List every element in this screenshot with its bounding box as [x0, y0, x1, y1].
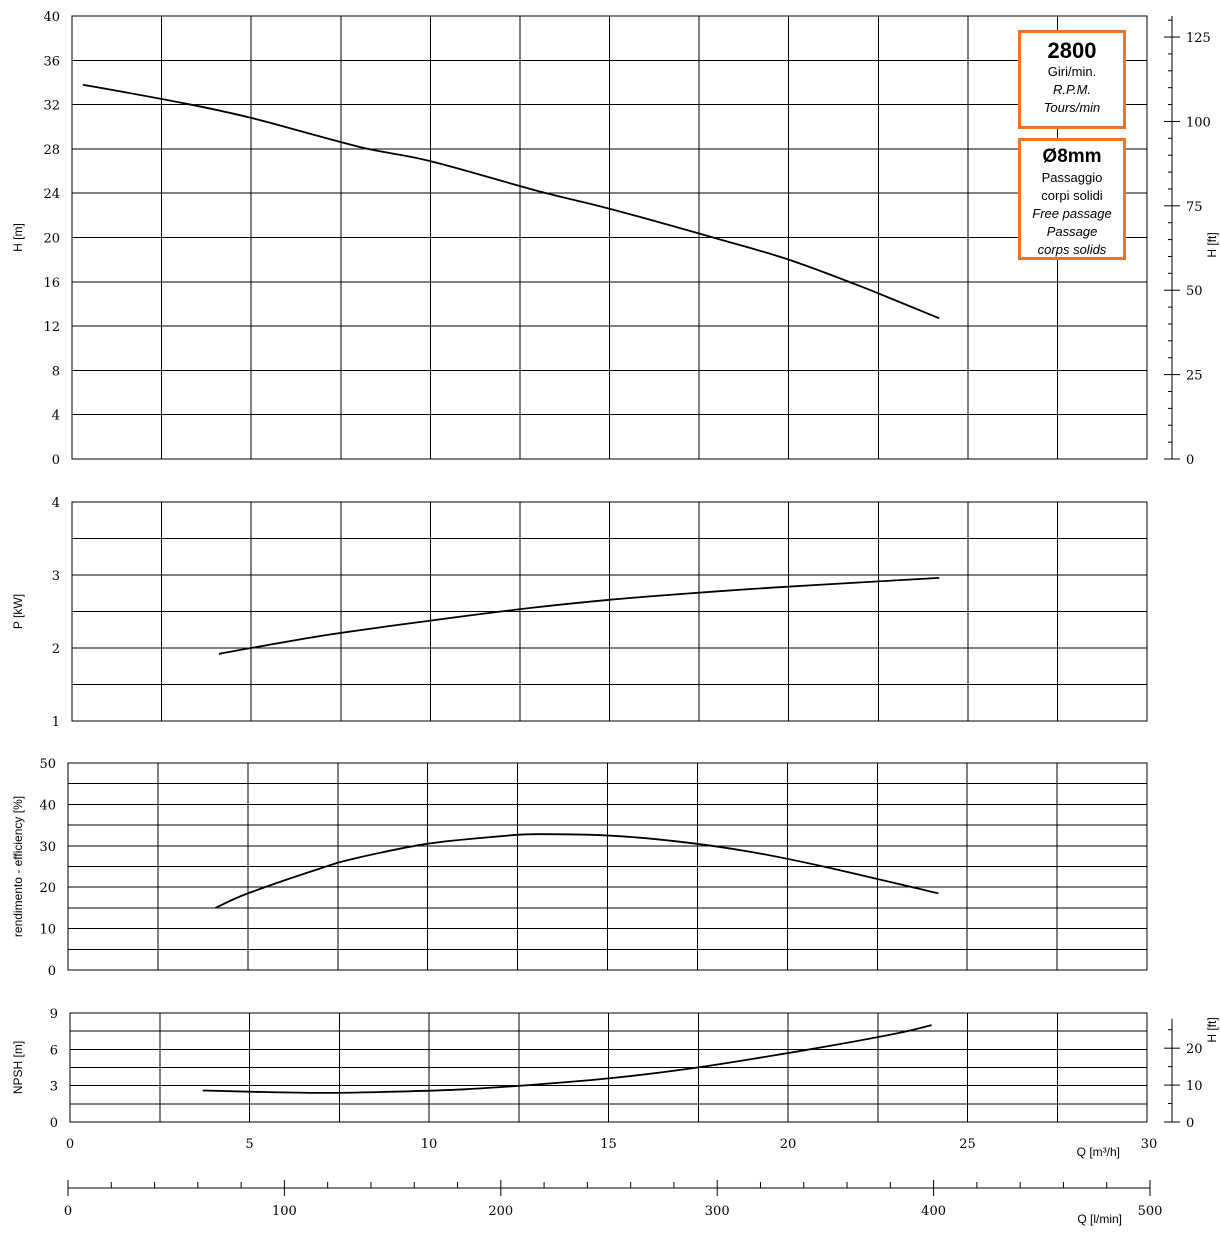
efficiency-y-axis-label: rendimento - efficiency [%]	[11, 796, 25, 937]
rpm-label-it: Giri/min.	[1047, 64, 1097, 79]
npsh-y-tick-label: 9	[50, 1007, 58, 1022]
x-tick-label: 30	[1141, 1137, 1158, 1152]
x-tick-label: 20	[780, 1137, 797, 1152]
npsh-y-axis-label: NPSH [m]	[11, 1041, 25, 1094]
head-y-tick-label: 24	[43, 187, 60, 202]
lmin-axis-label: Q [l/min]	[1077, 1212, 1122, 1226]
head-right-tick-label: 75	[1186, 200, 1203, 215]
head-y-tick-label: 4	[52, 409, 60, 424]
lmin-tick-label: 0	[64, 1204, 72, 1219]
passage-label-fr-2: corps solids	[1037, 242, 1107, 257]
lmin-tick-label: 400	[921, 1204, 946, 1219]
power-y-axis-label: P [kW]	[11, 594, 25, 629]
npsh-y-tick-label: 0	[50, 1116, 58, 1131]
lmin-tick-label: 200	[488, 1204, 513, 1219]
free-passage-info-box: Ø8mm Passaggio corpi solidi Free passage…	[1018, 138, 1126, 260]
rpm-label-fr: Tours/min	[1043, 100, 1101, 115]
efficiency-y-tick-label: 30	[39, 840, 56, 855]
passage-label-it-2: corpi solidi	[1041, 188, 1103, 203]
rpm-label-en: R.P.M.	[1052, 82, 1092, 97]
npsh-right-tick-label: 10	[1186, 1079, 1203, 1094]
efficiency-y-tick-label: 0	[48, 964, 56, 979]
x-tick-label: 5	[245, 1137, 253, 1152]
passage-label-it-1: Passaggio	[1041, 170, 1103, 185]
head-y-tick-label: 40	[43, 10, 60, 25]
npsh-y-tick-label: 6	[50, 1043, 58, 1058]
efficiency-y-tick-label: 20	[39, 881, 56, 896]
passage-label-fr-1: Passage	[1046, 224, 1098, 239]
npsh-y-tick-label: 3	[50, 1080, 58, 1095]
power-curve-line	[218, 577, 940, 655]
efficiency-y-tick-label: 10	[39, 923, 56, 938]
head-y-tick-label: 36	[43, 54, 60, 69]
x-tick-label: 10	[421, 1137, 438, 1152]
x-axis-label: Q [m³/h]	[1077, 1145, 1120, 1159]
power-frame	[71, 501, 1148, 722]
lmin-tick-label: 100	[272, 1204, 297, 1219]
head-y-axis-label: H [m]	[11, 223, 25, 252]
lmin-tick-label: 500	[1138, 1204, 1163, 1219]
passage-label-en: Free passage	[1032, 206, 1112, 221]
passage-value: Ø8mm	[1042, 146, 1102, 167]
power-y-tick-label: 2	[52, 642, 60, 657]
head-y-tick-label: 32	[43, 99, 60, 114]
head-frame	[71, 15, 1148, 460]
head-right-tick-label: 100	[1186, 115, 1211, 130]
rpm-value: 2800	[1047, 38, 1097, 63]
head-y-tick-label: 0	[52, 453, 60, 468]
npsh-right-tick-label: 0	[1186, 1116, 1194, 1131]
efficiency-y-tick-label: 40	[39, 798, 56, 813]
head-right-axis-label: H [ft]	[1205, 232, 1219, 257]
npsh-right-axis-label: H [ft]	[1205, 1017, 1219, 1042]
head-right-tick-label: 25	[1186, 369, 1203, 384]
lmin-tick-label: 300	[705, 1204, 730, 1219]
efficiency-y-tick-label: 50	[39, 757, 56, 772]
npsh-curve-line	[202, 1024, 932, 1094]
power-y-tick-label: 3	[52, 569, 60, 584]
rpm-info-box: 2800 Giri/min. R.P.M. Tours/min	[1018, 30, 1126, 129]
head-right-tick-label: 50	[1186, 284, 1203, 299]
x-tick-label: 25	[959, 1137, 976, 1152]
head-y-tick-label: 8	[52, 364, 60, 379]
head-y-tick-label: 16	[43, 276, 60, 291]
npsh-right-tick-label: 20	[1186, 1042, 1203, 1057]
efficiency-curve-line	[215, 833, 939, 909]
x-tick-label: 0	[66, 1137, 74, 1152]
head-right-tick-label: 0	[1186, 453, 1194, 468]
power-y-tick-label: 4	[52, 496, 60, 511]
head-curve-line	[82, 83, 940, 320]
head-y-tick-label: 12	[43, 320, 60, 335]
efficiency-frame	[67, 762, 1148, 971]
power-y-tick-label: 1	[52, 715, 60, 730]
x-tick-label: 15	[600, 1137, 617, 1152]
head-y-tick-label: 28	[43, 143, 60, 158]
head-right-tick-label: 125	[1186, 31, 1211, 46]
npsh-frame	[69, 1012, 1148, 1123]
head-y-tick-label: 20	[43, 232, 60, 247]
